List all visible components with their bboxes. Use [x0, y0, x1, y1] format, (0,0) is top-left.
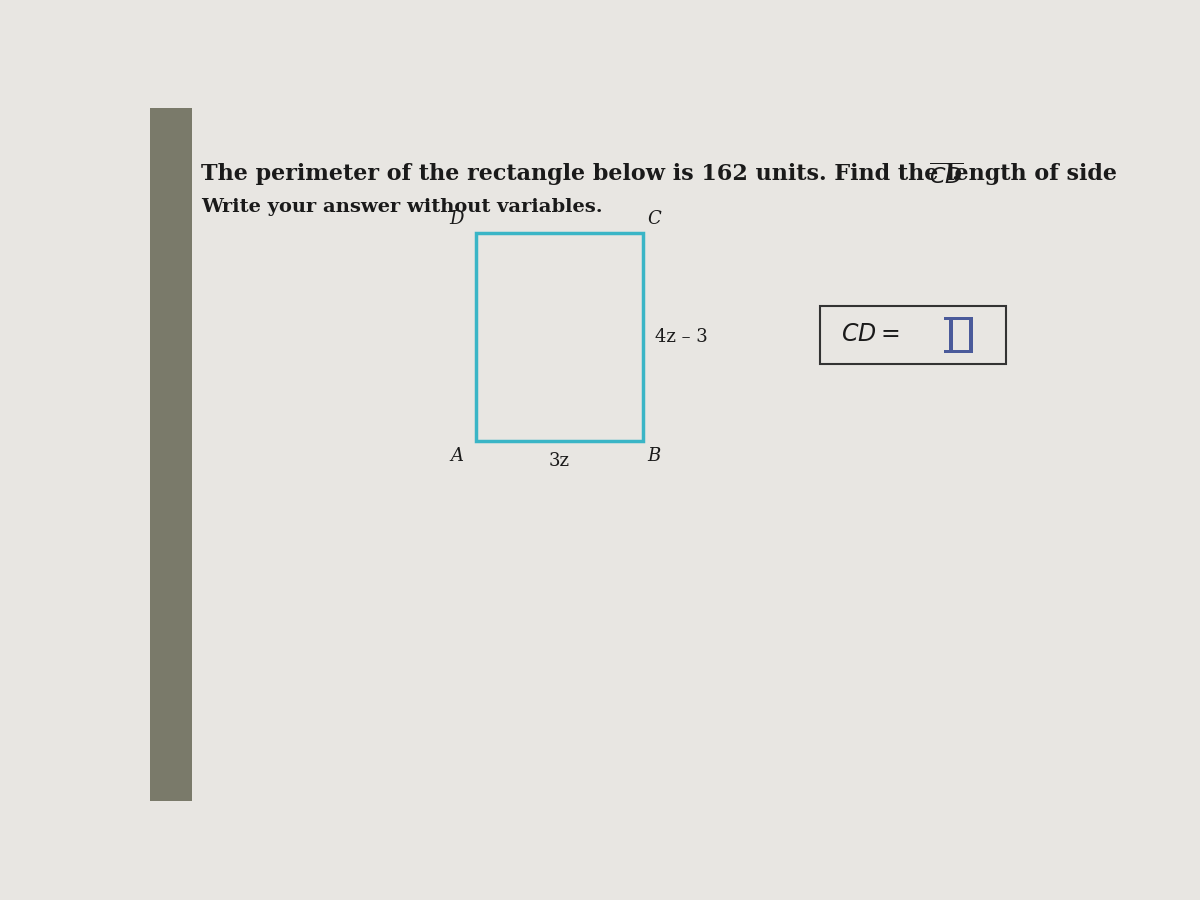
Bar [150, 108, 192, 801]
Bar [944, 317, 973, 320]
Text: C: C [647, 210, 661, 228]
Text: $CD =$: $CD =$ [841, 323, 900, 346]
Text: 3z: 3z [548, 453, 570, 471]
Text: Write your answer without variables.: Write your answer without variables. [202, 198, 602, 216]
Bar [820, 305, 1006, 364]
Text: A: A [450, 447, 463, 465]
Text: $\overline{CD}$: $\overline{CD}$ [929, 164, 964, 189]
Text: The perimeter of the rectangle below is 162 units. Find the length of side: The perimeter of the rectangle below is … [202, 164, 1124, 185]
Bar [944, 349, 973, 353]
Bar [970, 317, 973, 353]
Bar [475, 233, 643, 441]
Text: 4z – 3: 4z – 3 [655, 328, 708, 346]
Bar [949, 317, 953, 353]
Text: B: B [648, 447, 661, 465]
Text: .: . [952, 164, 959, 185]
Text: D: D [450, 210, 464, 228]
